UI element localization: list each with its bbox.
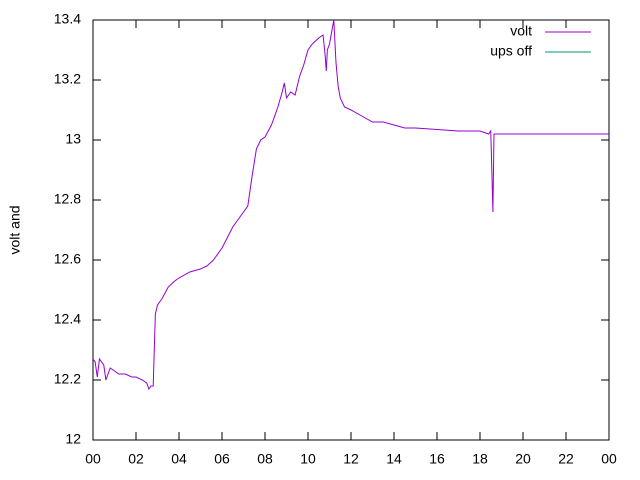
y-tick-label: 12 [65, 431, 81, 447]
x-tick-label: 02 [128, 451, 144, 467]
x-tick-label: 20 [515, 451, 531, 467]
x-tick-label: 16 [429, 451, 445, 467]
x-tick-label: 12 [343, 451, 359, 467]
y-tick-label: 13.2 [54, 71, 81, 87]
y-tick-label: 12.6 [54, 251, 81, 267]
y-tick-label: 13.4 [54, 11, 81, 27]
y-axis-label: volt and [7, 205, 23, 254]
line-series [92, 19, 609, 391]
y-tick-label: 12.4 [54, 311, 81, 327]
y-tick-label: 12.2 [54, 371, 81, 387]
x-tick-label: 22 [558, 451, 574, 467]
x-tick-label: 14 [386, 451, 402, 467]
plot-border [92, 19, 610, 441]
x-tick-label: 10 [300, 451, 316, 467]
x-tick-label: 18 [472, 451, 488, 467]
x-tick-label: 04 [171, 451, 187, 467]
x-tick-label: 08 [257, 451, 273, 467]
y-tick-label: 12.8 [54, 191, 81, 207]
x-tick-label: 00 [601, 451, 617, 467]
legend-label: volt [510, 23, 532, 39]
y-tick-label: 13 [65, 131, 81, 147]
legend-label: ups off [490, 43, 532, 59]
x-tick-label: 00 [85, 451, 101, 467]
x-tick-label: 06 [214, 451, 230, 467]
